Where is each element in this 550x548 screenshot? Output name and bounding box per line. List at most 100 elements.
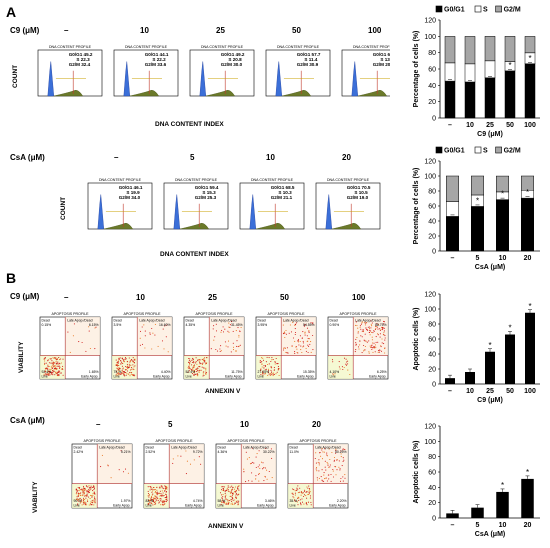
event-dot xyxy=(382,329,384,331)
late-pct: 30.22% xyxy=(263,450,275,454)
y-axis-label: Percentage of cells (%) xyxy=(413,31,420,108)
event-dot xyxy=(193,374,195,377)
event-dot xyxy=(139,330,142,332)
event-dot xyxy=(371,339,373,341)
event-dot xyxy=(164,485,167,487)
event-dot xyxy=(118,370,120,372)
y-tick-label: 120 xyxy=(424,18,436,25)
event-dot xyxy=(307,487,309,489)
event-dot xyxy=(47,373,49,375)
x-tick-label: 5 xyxy=(476,522,480,529)
event-dot xyxy=(271,373,273,375)
event-dot xyxy=(226,488,228,490)
late-pct: 6.15% xyxy=(89,323,99,327)
event-dot xyxy=(75,498,77,500)
event-dot xyxy=(51,360,53,362)
event-dot xyxy=(271,359,273,361)
event-dot xyxy=(45,374,47,376)
event-dot xyxy=(203,371,205,373)
x-tick-label: 25 xyxy=(486,388,494,395)
bar-segment xyxy=(496,175,509,193)
event-dot xyxy=(193,366,195,368)
g0g1-readout: G0/G1 70.5 xyxy=(347,185,371,190)
event-dot xyxy=(255,466,257,469)
event-dot xyxy=(180,455,182,457)
event-dot xyxy=(282,349,285,351)
event-dot xyxy=(294,324,296,326)
event-dot xyxy=(188,359,190,362)
profile-title: DNA CONTENT PROFILE xyxy=(99,178,142,182)
x-tick-label: 100 xyxy=(524,388,536,395)
event-dot xyxy=(194,370,196,373)
event-dot xyxy=(56,358,58,360)
dose-label: 5 xyxy=(190,153,195,162)
event-dot xyxy=(375,336,377,338)
event-dot xyxy=(322,480,324,482)
event-dot xyxy=(356,336,358,339)
event-dot xyxy=(370,346,372,348)
event-dot xyxy=(154,490,157,493)
event-dot xyxy=(306,340,308,342)
event-dot xyxy=(222,331,225,333)
event-dot xyxy=(293,499,296,501)
event-dot xyxy=(185,450,187,452)
event-dot xyxy=(342,449,344,451)
event-dot xyxy=(328,466,330,468)
event-dot xyxy=(268,357,270,359)
event-dot xyxy=(303,345,305,347)
event-dot xyxy=(258,473,260,475)
bar-segment xyxy=(524,36,536,54)
g0g1-readout: G0/G1 68.5 xyxy=(271,185,295,190)
event-dot xyxy=(303,503,305,505)
event-dot xyxy=(318,470,320,472)
apoptosis-row-c9: C9 (μM) –10 25 50 100 VIABILITY ANNEXIN V A… xyxy=(10,285,390,400)
event-dot xyxy=(58,375,60,377)
event-dot xyxy=(121,370,123,372)
event-dot xyxy=(258,450,260,452)
event-dot xyxy=(227,340,230,342)
event-dot xyxy=(236,340,238,342)
event-dot xyxy=(76,497,78,499)
event-dot xyxy=(245,481,247,483)
event-dot xyxy=(261,468,264,470)
event-dot xyxy=(197,367,199,369)
event-dot xyxy=(162,492,164,494)
event-dot xyxy=(222,500,224,502)
event-dot xyxy=(69,351,71,353)
event-dot xyxy=(191,359,193,361)
event-dot xyxy=(299,340,301,343)
bar-segment xyxy=(464,36,476,65)
event-dot xyxy=(165,487,167,489)
event-dot xyxy=(82,491,84,493)
event-dot xyxy=(126,370,129,372)
event-dot xyxy=(363,350,365,352)
event-dot xyxy=(151,490,154,492)
live-label: Live xyxy=(258,375,264,379)
event-dot xyxy=(231,489,233,491)
event-dot xyxy=(198,370,200,372)
event-dot xyxy=(116,367,118,369)
event-dot xyxy=(345,361,348,363)
event-dot xyxy=(321,449,323,451)
event-dot xyxy=(332,470,334,472)
event-dot xyxy=(204,361,206,363)
late-label: Late Apop./Dead xyxy=(355,319,380,323)
event-dot xyxy=(133,369,135,371)
event-dot xyxy=(300,349,302,351)
event-dot xyxy=(152,493,154,495)
event-dot xyxy=(308,331,310,333)
event-dot xyxy=(203,367,205,369)
legend-swatch xyxy=(495,146,502,154)
event-dot xyxy=(334,466,336,468)
event-dot xyxy=(203,374,205,377)
live-pct: 4.10% xyxy=(330,370,340,374)
event-dot xyxy=(330,480,332,482)
event-dot xyxy=(294,492,296,494)
event-dot xyxy=(154,334,156,336)
profile-title: DNA CONTENT PROFILE xyxy=(201,45,244,49)
late-quadrant xyxy=(209,317,244,356)
event-dot xyxy=(263,367,265,369)
event-dot xyxy=(88,496,90,498)
event-dot xyxy=(123,372,125,374)
event-dot xyxy=(77,495,80,497)
